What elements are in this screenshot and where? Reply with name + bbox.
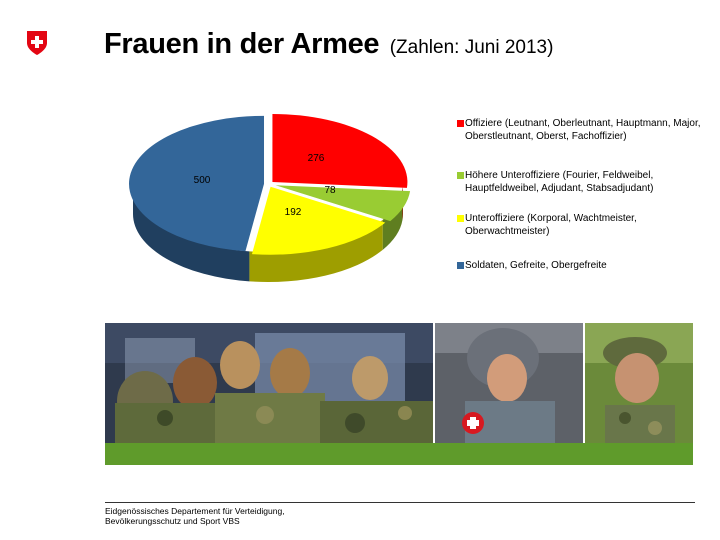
legend-item-soldaten: Soldaten, Gefreite, Obergefreite xyxy=(455,260,705,273)
swiss-cross-icon xyxy=(27,31,47,55)
title-main: Frauen in der Armee xyxy=(104,28,380,60)
pie-slice-unteroffiziere xyxy=(251,186,386,255)
pie-side-soldaten xyxy=(133,184,250,282)
legend-swatch xyxy=(457,120,464,127)
data-label-soldaten: 500 xyxy=(194,175,211,186)
footer-divider xyxy=(105,502,695,503)
legend-swatch xyxy=(457,215,464,222)
legend-label: Unteroffiziere (Korporal, Wachtmeister, … xyxy=(465,213,637,237)
legend-label: Soldaten, Gefreite, Obergefreite xyxy=(465,260,607,271)
footer-line-2: Bevölkerungsschutz und Sport VBS xyxy=(105,516,240,526)
footer-department: Eidgenössisches Departement für Verteidi… xyxy=(105,506,285,526)
pie-chart: 276 78 192 500 xyxy=(129,113,411,282)
pie-tops xyxy=(129,113,411,255)
photo-soldier-portrait xyxy=(585,323,693,443)
photo-group-soldiers xyxy=(105,323,433,443)
legend-swatch xyxy=(457,262,464,269)
footer-line-1: Eidgenössisches Departement für Verteidi… xyxy=(105,506,285,516)
legend-label: Höhere Unteroffiziere (Fourier, Feldweib… xyxy=(465,170,654,194)
data-label-unteroffiziere: 192 xyxy=(285,207,302,218)
legend-label: Offiziere (Leutnant, Oberleutnant, Haupt… xyxy=(465,118,701,142)
photo-pilot xyxy=(435,323,583,443)
pie-slice-hoehere-unteroffiziere xyxy=(275,185,411,222)
page-title: Frauen in der Armee (Zahlen: Juni 2013) xyxy=(104,28,553,61)
data-label-hoehere-unteroffiziere: 78 xyxy=(324,185,336,196)
pie-side-unteroffiziere xyxy=(249,219,383,282)
legend-item-unteroffiziere: Unteroffiziere (Korporal, Wachtmeister, … xyxy=(455,213,705,260)
title-subtitle: (Zahlen: Juni 2013) xyxy=(389,37,554,58)
pie-slice-soldaten xyxy=(129,115,265,252)
data-label-offiziere: 276 xyxy=(308,153,325,164)
pie-data-labels: 276 78 192 500 xyxy=(194,153,336,218)
legend-item-hoehere-unteroffiziere: Höhere Unteroffiziere (Fourier, Feldweib… xyxy=(455,170,705,213)
accent-bar xyxy=(105,443,693,465)
photo-strip xyxy=(105,323,693,443)
pie-slice-offiziere xyxy=(272,113,408,188)
legend-swatch xyxy=(457,172,464,179)
chart-legend: Offiziere (Leutnant, Oberleutnant, Haupt… xyxy=(455,118,705,273)
legend-item-offiziere: Offiziere (Leutnant, Oberleutnant, Haupt… xyxy=(455,118,705,170)
